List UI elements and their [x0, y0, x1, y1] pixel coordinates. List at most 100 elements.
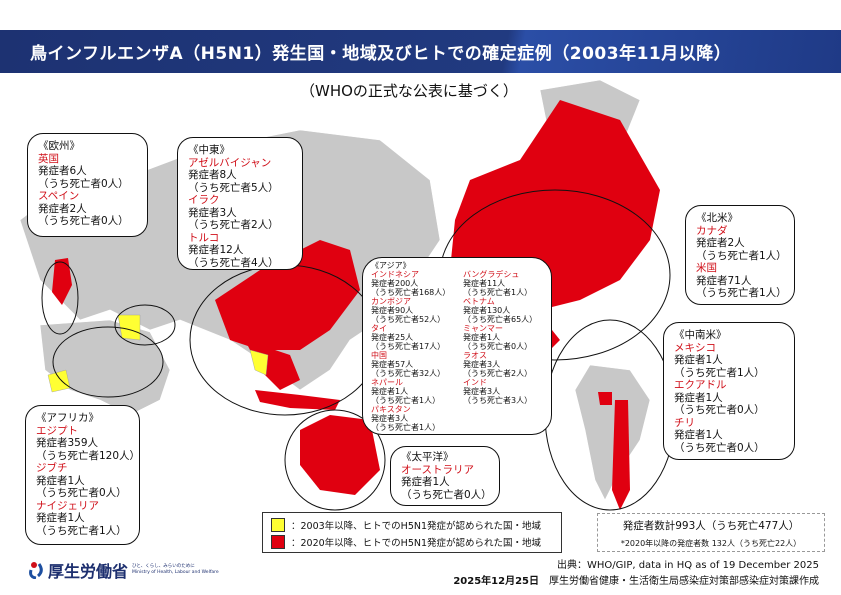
legend-label: ：2020年以降、ヒトでのH5N1発症が認められた国・地域: [291, 537, 542, 549]
country-myanmar-thailand: [249, 349, 269, 376]
title-banner: 鳥インフルエンザA（H5N1）発生国・地域及びヒトでの確定症例（2003年11月…: [0, 30, 841, 73]
country-name: ネパール: [371, 378, 403, 387]
subtitle: （WHOの正式な公表に基づく）: [300, 82, 518, 100]
case-count: 発症者2人: [38, 202, 87, 215]
legend-label: ：2003年以降、ヒトでのH5N1発症が認められた国・地域: [291, 520, 542, 532]
footer-credit: 2025年12月25日 厚生労働省健康・生活衛生局感染症対策部感染症対策課作成: [453, 572, 819, 587]
country-ecuador: [598, 392, 612, 405]
death-count: （うち死亡者120人）: [36, 449, 141, 462]
country-name: オーストラリア: [401, 463, 474, 476]
case-count: 発症者8人: [188, 169, 237, 181]
region-box-asia: 《アジア》 インドネシア 発症者200人 （うち死亡者168人） カンボジア 発症者90人…: [362, 257, 552, 435]
case-count: 発症者1人: [674, 429, 723, 441]
asia-column-left: 《アジア》 インドネシア 発症者200人 （うち死亡者168人） カンボジア 発症者90人…: [371, 261, 463, 432]
death-count: （うち死亡者0人）: [38, 215, 129, 227]
country-name: インドネシア: [371, 270, 419, 279]
region-title: 《中東》: [188, 144, 230, 156]
case-count: 発症者90人: [371, 306, 414, 315]
region-ellipse-africa: [52, 326, 164, 398]
death-count: （うち死亡者0人）: [36, 487, 127, 499]
case-count: 発症者57人: [371, 360, 414, 369]
country-name: カンボジア: [371, 297, 411, 306]
region-ellipse-europe: [41, 261, 79, 335]
publish-date: 2025年12月25日: [453, 576, 539, 587]
death-count: （うち死亡者0人）: [674, 441, 765, 454]
case-count: 発症者12人: [188, 244, 244, 256]
logo-tagline: ひと、くらし、みらいのために: [132, 564, 195, 569]
case-count: 発症者1人: [674, 391, 723, 404]
logo-english: Ministry of Health, Labour and Welfare: [132, 570, 219, 575]
page-title: 鳥インフルエンザA（H5N1）発生国・地域及びヒトでの確定症例（2003年11月…: [30, 44, 732, 64]
total-note: *2020年以降の発症者数 132人（うち死亡22人）: [620, 539, 802, 548]
case-count: 発症者6人: [38, 165, 87, 177]
country-china: [215, 240, 360, 350]
case-count: 発症者3人: [371, 414, 409, 423]
total-cases: 発症者数計993人（うち死亡477人）: [622, 520, 800, 532]
death-count: （うち死亡者1人）: [371, 423, 441, 432]
region-box-middle-east: 《中東》 アゼルバイジャン 発症者8人 （うち死亡者5人） イラク 発症者3人 （うち死亡者…: [177, 137, 303, 270]
country-name: スペイン: [38, 190, 80, 202]
region-ellipse-australia: [284, 409, 386, 511]
region-title: 《アジア》: [371, 261, 411, 270]
case-count: 発症者3人: [188, 206, 237, 219]
death-count: （うち死亡者2人）: [463, 369, 533, 378]
case-count: 発症者71人: [696, 274, 752, 287]
country-egypt: [117, 314, 141, 341]
death-count: （うち死亡者65人）: [463, 315, 538, 324]
death-count: （うち死亡者0人）: [401, 488, 492, 501]
country-name: トルコ: [188, 231, 220, 244]
country-name: 中国: [371, 351, 387, 360]
case-count: 発症者3人: [463, 360, 501, 369]
legend-item-red: ：2020年以降、ヒトでのH5N1発症が認められた国・地域: [271, 533, 553, 550]
death-count: （うち死亡者0人）: [674, 404, 765, 416]
logo-name: 厚生労働省: [48, 562, 129, 581]
case-count: 発症者130人: [463, 306, 511, 315]
death-count: （うち死亡者3人）: [463, 396, 533, 405]
legend-item-yellow: ：2003年以降、ヒトでのH5N1発症が認められた国・地域: [271, 516, 553, 533]
case-count: 発症者200人: [371, 279, 419, 288]
region-box-pacific: 《太平洋》 オーストラリア 発症者1人 （うち死亡者0人）: [390, 446, 500, 506]
death-count: （うち死亡者1人）: [371, 396, 441, 405]
case-count: 発症者25人: [371, 333, 414, 342]
red-swatch: [271, 534, 285, 549]
country-uk: [52, 258, 72, 305]
country-indonesia: [255, 390, 340, 410]
country-name: ラオス: [463, 351, 487, 360]
case-count: 発症者1人: [36, 512, 85, 524]
country-chile: [612, 400, 630, 510]
region-title: 《欧州》: [38, 140, 80, 152]
region-title: 《アフリカ》: [36, 412, 99, 424]
region-box-africa: 《アフリカ》 エジプト 発症者359人 （うち死亡者120人） ジブチ 発症者1人 （うち死…: [25, 405, 140, 545]
case-count: 発症者1人: [401, 476, 450, 488]
country-name: 米国: [696, 262, 717, 274]
death-count: （うち死亡者0人）: [38, 177, 129, 190]
case-count: 発症者1人: [674, 354, 723, 366]
totals-box: 発症者数計993人（うち死亡477人） *2020年以降の発症者数 132人（う…: [597, 513, 825, 552]
death-count: （うち死亡者5人）: [188, 181, 279, 194]
case-count: 発症者2人: [696, 237, 745, 249]
country-name: パキスタン: [371, 405, 411, 414]
death-count: （うち死亡者1人）: [696, 249, 787, 262]
source: 出典：WHO/GIP, data in HQ as of 19 December…: [556, 560, 819, 571]
author: 厚生労働省健康・生活衛生局感染症対策部感染症対策課作成: [549, 576, 819, 587]
country-nigeria: [47, 369, 71, 393]
country-name: イラク: [188, 194, 220, 206]
region-title: 《太平洋》: [401, 451, 454, 463]
country-name: カナダ: [696, 224, 728, 237]
region-box-latin-america: 《中南米》 メキシコ 発症者1人 （うち死亡者1人） エクアドル 発症者1人 （うち死亡者0…: [663, 322, 795, 460]
death-count: （うち死亡者52人）: [371, 315, 446, 324]
yellow-swatch: [271, 517, 285, 532]
region-title: 《北米》: [696, 212, 738, 224]
country-name: バングラデシュ: [463, 270, 520, 279]
country-name: インド: [463, 378, 487, 387]
country-name: タイ: [371, 324, 387, 333]
country-name: 英国: [38, 152, 59, 165]
region-ellipse-middle-east: [114, 304, 176, 346]
case-count: 発症者359人: [36, 437, 99, 449]
case-count: 発症者1人: [36, 474, 85, 487]
death-count: （うち死亡者1人）: [463, 288, 533, 297]
legend: ：2003年以降、ヒトでのH5N1発症が認められた国・地域 ：2020年以降、ヒ…: [262, 512, 562, 553]
case-count: 発症者3人: [463, 387, 501, 396]
country-name: エクアドル: [674, 379, 727, 391]
country-name: ミャンマー: [463, 324, 503, 333]
